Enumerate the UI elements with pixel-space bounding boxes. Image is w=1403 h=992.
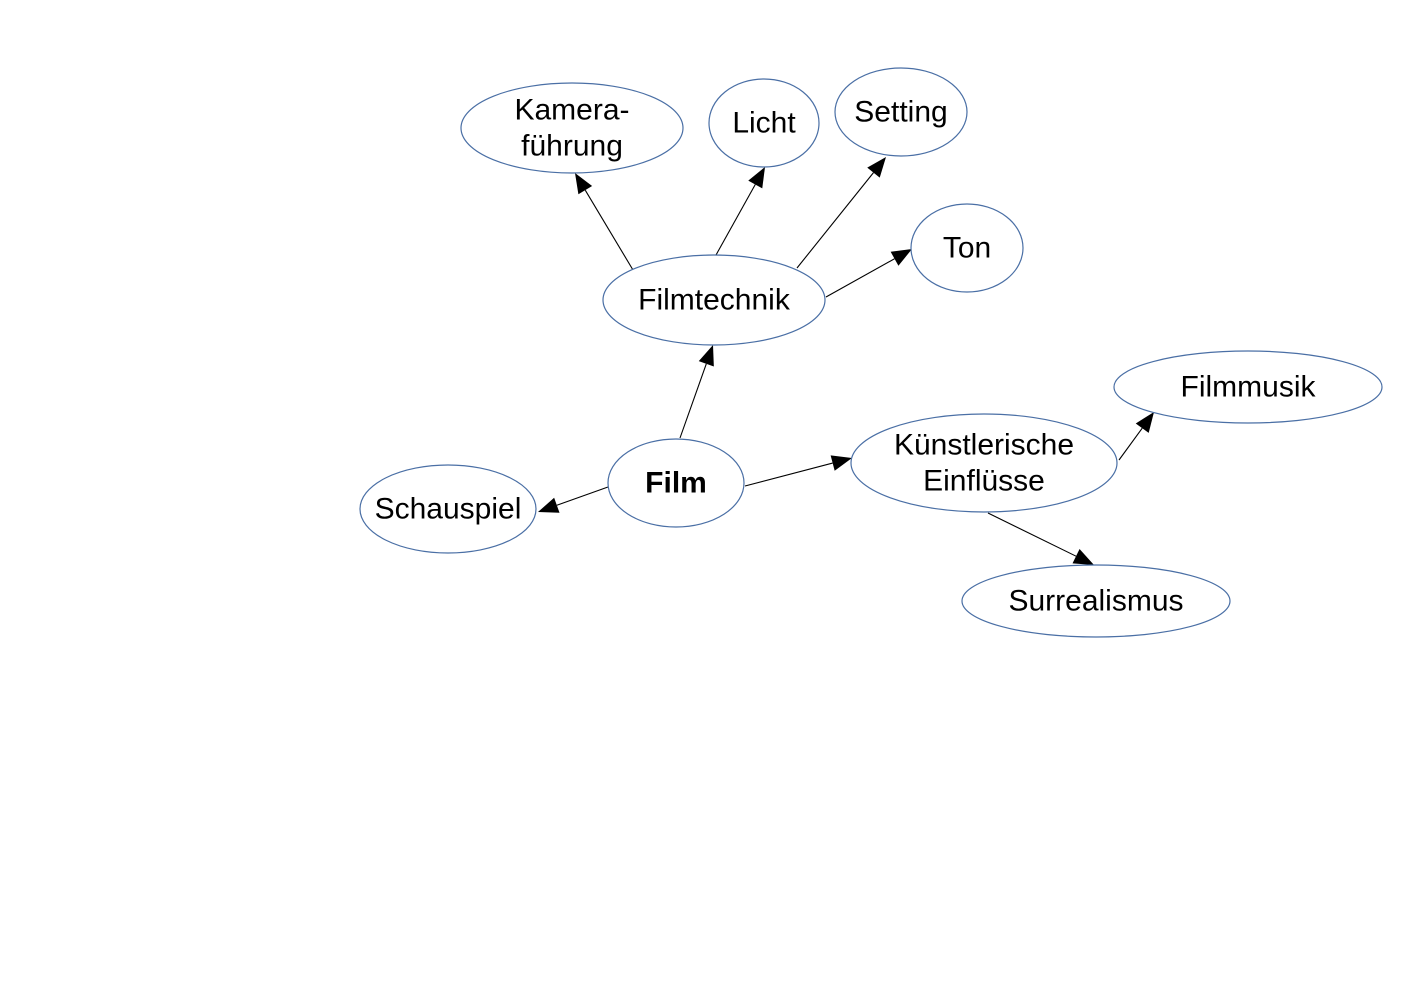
node-label: Licht xyxy=(732,107,796,140)
edge-kuenstlerische-einfluesse-to-filmmusik xyxy=(1118,412,1154,461)
node-setting: Setting xyxy=(834,67,968,157)
edge-line xyxy=(1118,427,1143,461)
edge-filmtechnik-to-setting xyxy=(796,157,886,269)
edge-filmtechnik-to-ton xyxy=(825,249,912,298)
node-licht: Licht xyxy=(708,78,820,168)
edge-line xyxy=(584,189,634,271)
node-kamerafuehrung: Kamera-führung xyxy=(460,82,684,174)
edge-film-to-kuenstlerische-einfluesse xyxy=(744,455,852,487)
edge-filmtechnik-to-kamerafuehrung xyxy=(575,173,634,271)
edge-film-to-schauspiel xyxy=(538,486,609,513)
node-label: Schauspiel xyxy=(375,493,522,526)
node-filmtechnik: Filmtechnik xyxy=(602,254,826,346)
node-label: Filmtechnik xyxy=(638,284,791,317)
arrowhead-icon xyxy=(538,497,560,513)
node-label: Ton xyxy=(943,232,991,265)
node-ellipse xyxy=(834,67,968,157)
arrowhead-icon xyxy=(698,345,714,367)
node-ellipse xyxy=(708,78,820,168)
arrowhead-icon xyxy=(1135,412,1154,433)
node-ellipse xyxy=(359,464,537,554)
arrowhead-icon xyxy=(748,167,765,189)
edge-kuenstlerische-einfluesse-to-surrealismus xyxy=(987,512,1094,565)
edges-layer xyxy=(538,157,1154,565)
node-label: Setting xyxy=(854,96,947,129)
node-label: Einflüsse xyxy=(923,465,1045,498)
node-ellipse xyxy=(961,564,1231,638)
node-filmmusik: Filmmusik xyxy=(1113,350,1383,424)
node-label: Surrealismus xyxy=(1008,585,1183,618)
node-ellipse xyxy=(460,82,684,174)
edge-line xyxy=(744,462,833,487)
node-label: Filmmusik xyxy=(1181,371,1317,404)
edge-line xyxy=(825,258,895,298)
edge-line xyxy=(556,486,609,506)
edge-line xyxy=(679,363,707,439)
node-surrealismus: Surrealismus xyxy=(961,564,1231,638)
node-ellipse xyxy=(1113,350,1383,424)
node-label: Film xyxy=(645,467,707,500)
arrowhead-icon xyxy=(1072,549,1094,565)
edge-film-to-filmtechnik xyxy=(679,345,714,439)
edge-line xyxy=(987,512,1077,557)
node-ellipse xyxy=(910,203,1024,293)
arrowhead-icon xyxy=(867,157,886,178)
nodes-layer: Film Filmtechnik Kamera-führung Licht Settin… xyxy=(359,67,1383,638)
node-film: Film xyxy=(607,438,745,528)
node-schauspiel: Schauspiel xyxy=(359,464,537,554)
node-label: Künstlerische xyxy=(894,429,1074,462)
node-ellipse xyxy=(607,438,745,528)
edge-line xyxy=(715,184,756,256)
arrowhead-icon xyxy=(830,455,852,471)
edge-filmtechnik-to-licht xyxy=(715,167,765,256)
node-label: Kamera- xyxy=(514,94,629,127)
node-ellipse xyxy=(850,413,1118,513)
node-label: führung xyxy=(521,130,623,163)
node-ton: Ton xyxy=(910,203,1024,293)
arrowhead-icon xyxy=(890,249,912,266)
node-ellipse xyxy=(602,254,826,346)
arrowhead-icon xyxy=(575,173,593,195)
edge-line xyxy=(796,172,874,269)
